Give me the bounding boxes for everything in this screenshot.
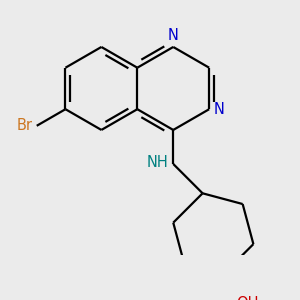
Text: Br: Br: [16, 118, 32, 133]
Text: NH: NH: [147, 155, 169, 170]
Text: N: N: [168, 28, 179, 44]
Text: N: N: [214, 102, 225, 117]
Text: OH: OH: [237, 296, 259, 300]
